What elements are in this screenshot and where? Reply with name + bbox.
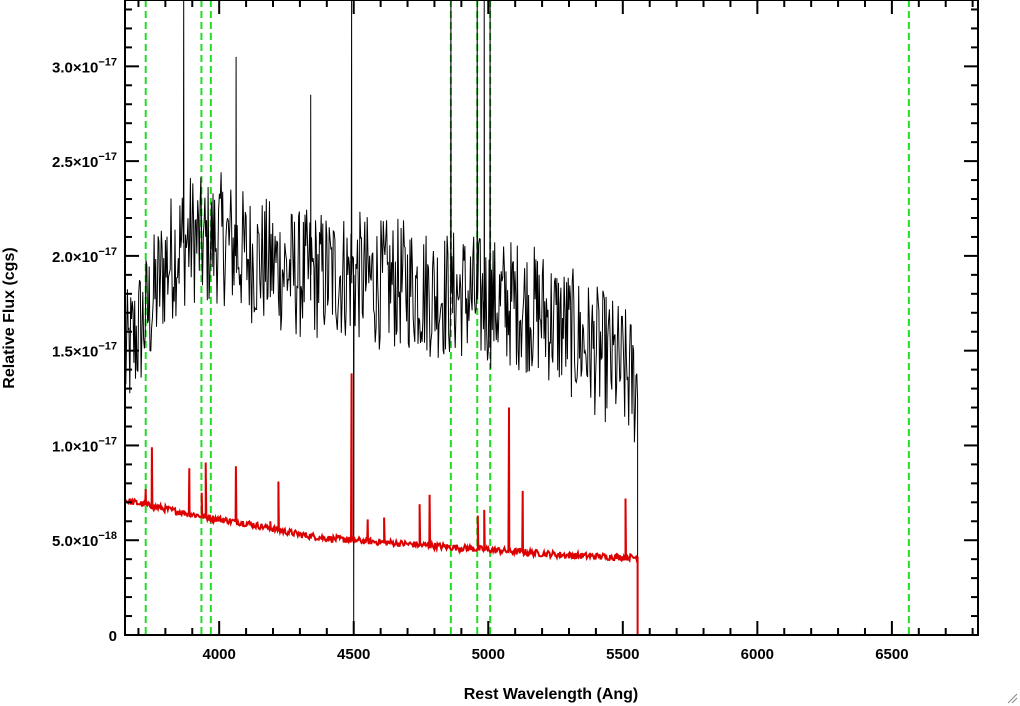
x-tick-labels: 4000 4500 5000 5500 6000 6500 (202, 646, 908, 663)
x-tick-label: 6000 (741, 646, 774, 663)
model-line (124, 373, 978, 636)
y-tick-label: 1.0×10−17 (52, 435, 117, 455)
x-tick-label: 4000 (202, 646, 235, 663)
y-tick-label: 0 (109, 628, 117, 645)
y-tick-label: 2.5×10−17 (52, 151, 117, 171)
x-tick-label: 5500 (606, 646, 639, 663)
x-tick-label: 5000 (472, 646, 505, 663)
y-tick-label: 1.5×10−17 (52, 341, 117, 361)
plot-frame (124, 0, 979, 636)
axis-ticks (125, 0, 978, 636)
spectrum-line (124, 0, 978, 636)
x-axis-title: Rest Wavelength (Ang) (464, 686, 639, 703)
resize-grip-icon[interactable] (1006, 692, 1018, 704)
x-tick-label: 4500 (337, 646, 370, 663)
series-layer (124, 0, 978, 636)
y-tick-label: 2.0×10−17 (52, 246, 117, 266)
x-tick-label: 6500 (875, 646, 908, 663)
y-tick-label: 3.0×10−17 (52, 56, 117, 76)
y-tick-label: 5.0×10−18 (52, 530, 117, 550)
y-tick-labels: 0 5.0×10−18 1.0×10−17 1.5×10−17 2.0×10−17 2.5… (52, 56, 117, 645)
y-axis-title: Relative Flux (cgs) (1, 247, 18, 388)
